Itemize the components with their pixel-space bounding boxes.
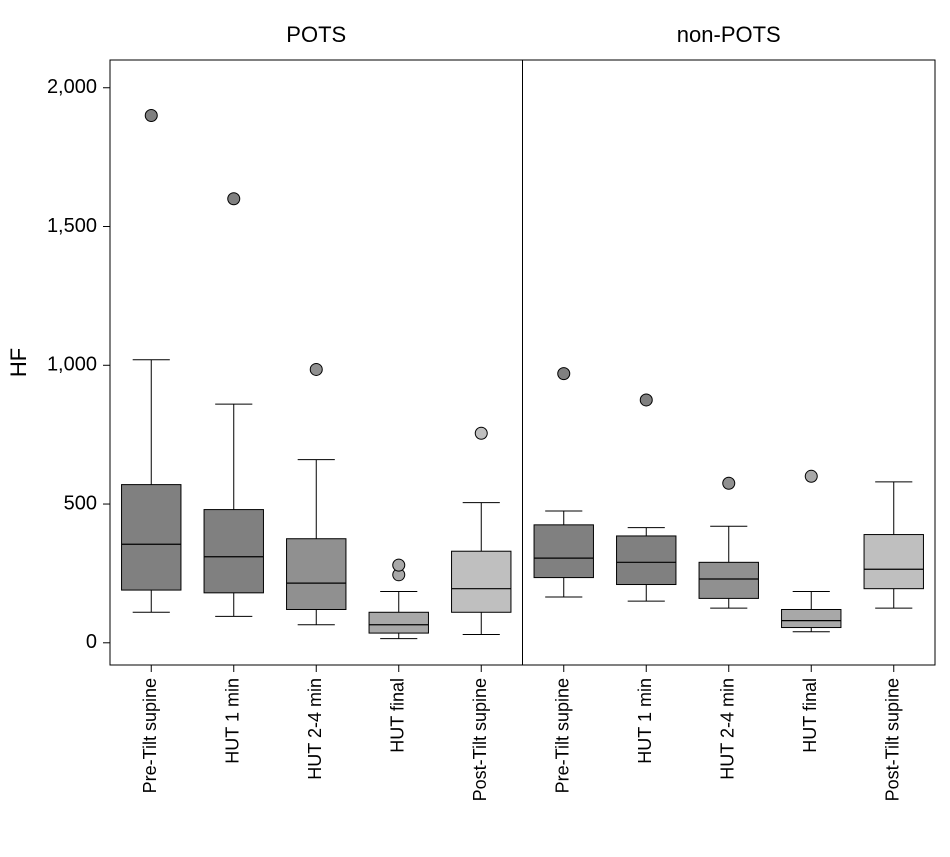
outlier-point xyxy=(228,193,240,205)
x-category-label: HUT 2-4 min xyxy=(305,678,325,780)
box xyxy=(287,539,346,610)
box xyxy=(122,485,181,590)
x-category-label: Pre-Tilt supine xyxy=(553,678,573,793)
panel-title: non-POTS xyxy=(677,22,781,47)
outlier-point xyxy=(723,477,735,489)
outlier-point xyxy=(805,470,817,482)
y-tick-label: 2,000 xyxy=(47,76,97,98)
y-axis-title: HF xyxy=(6,348,31,377)
box xyxy=(452,551,511,612)
box xyxy=(369,612,428,633)
y-tick-label: 500 xyxy=(64,492,97,514)
outlier-point xyxy=(475,427,487,439)
x-category-label: HUT final xyxy=(388,678,408,753)
x-category-label: Pre-Tilt supine xyxy=(140,678,160,793)
x-category-label: HUT 1 min xyxy=(635,678,655,764)
x-category-label: HUT 2-4 min xyxy=(718,678,738,780)
x-category-label: Post-Tilt supine xyxy=(883,678,903,801)
outlier-point xyxy=(558,368,570,380)
box xyxy=(534,525,593,578)
x-category-label: Post-Tilt supine xyxy=(470,678,490,801)
box xyxy=(204,510,263,593)
box xyxy=(617,536,676,585)
x-category-label: HUT final xyxy=(800,678,820,753)
y-tick-label: 1,500 xyxy=(47,215,97,237)
outlier-point xyxy=(640,394,652,406)
outlier-point xyxy=(393,559,405,571)
outlier-point xyxy=(310,363,322,375)
box xyxy=(782,609,841,627)
y-tick-label: 0 xyxy=(86,631,97,653)
x-category-label: HUT 1 min xyxy=(223,678,243,764)
box xyxy=(864,535,923,589)
box xyxy=(699,562,758,598)
panel-title: POTS xyxy=(286,22,346,47)
outlier-point xyxy=(145,110,157,122)
boxplot-chart: 0 500 1,000 1,500 2,000 HF Pre-Tilt supine HUT … xyxy=(0,0,950,857)
y-tick-label: 1,000 xyxy=(47,354,97,376)
